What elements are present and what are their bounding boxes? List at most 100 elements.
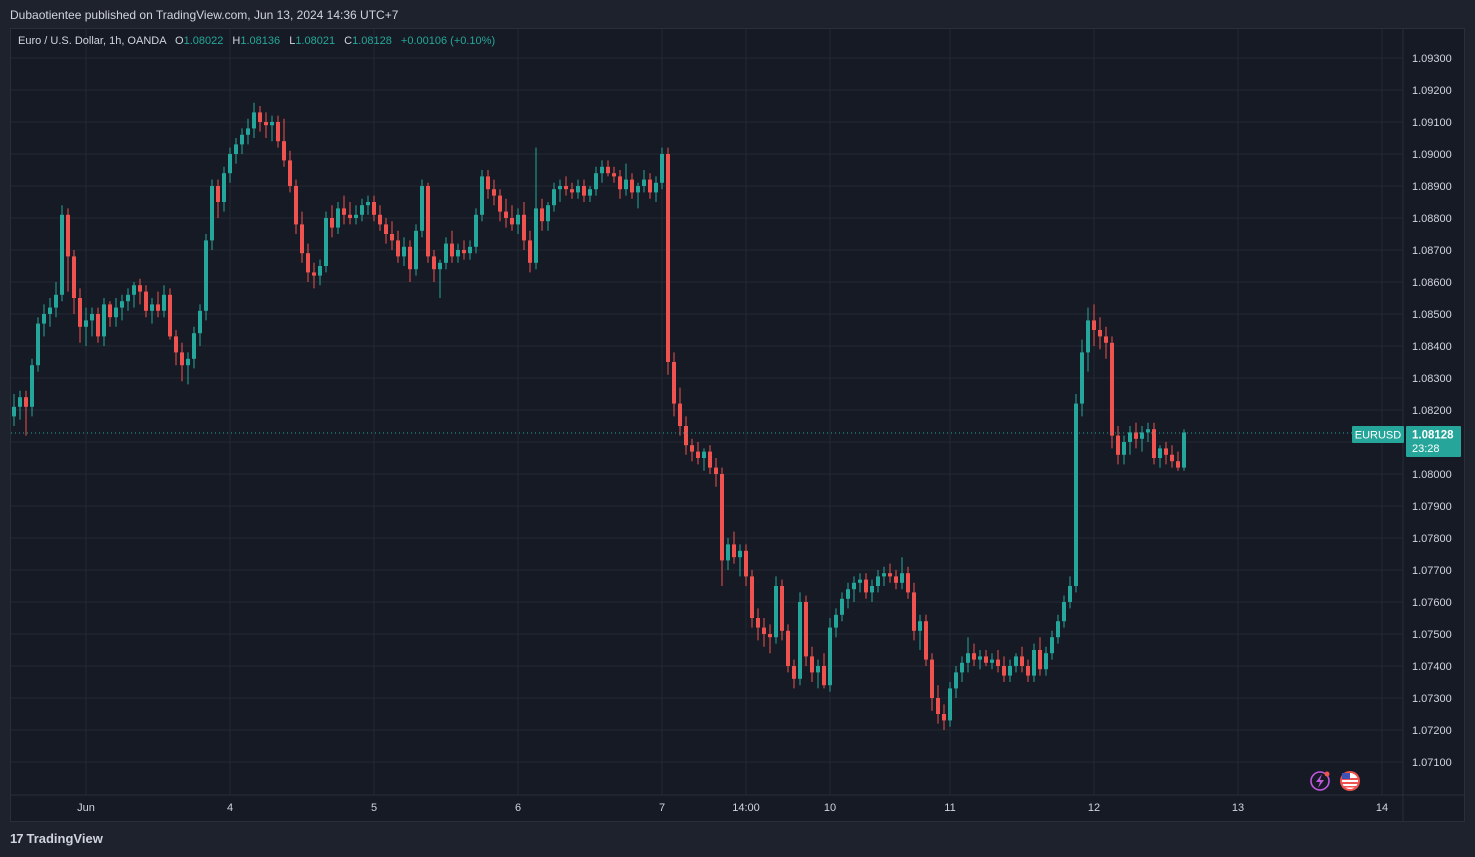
candle (294, 179, 298, 234)
candle (660, 147, 664, 190)
candle (870, 579, 874, 602)
candle-body (252, 112, 256, 129)
candle (432, 250, 436, 282)
candle (972, 643, 976, 666)
candle-body (240, 134, 244, 145)
candle-body (354, 214, 358, 218)
candle (1002, 656, 1006, 682)
candle (984, 650, 988, 666)
candle-body (1080, 352, 1084, 404)
candle-body (78, 298, 82, 327)
chart-pane[interactable] (10, 28, 1465, 822)
candle-body (996, 659, 1000, 666)
candle (426, 182, 430, 263)
candle-body (1086, 320, 1090, 353)
candle-body (894, 576, 898, 583)
price-tick-label: 1.07500 (1412, 629, 1452, 641)
grid-lines (11, 29, 1464, 821)
candle-body (966, 653, 970, 663)
candle-body (918, 621, 922, 631)
candle (228, 147, 232, 183)
candle-body (954, 672, 958, 689)
candle-body (168, 294, 172, 337)
brand[interactable]: 17 TradingView (10, 831, 103, 846)
symbol-description[interactable]: Euro / U.S. Dollar, 1h, OANDA (18, 35, 166, 47)
candle-body (72, 256, 76, 298)
candle-body (912, 592, 916, 631)
candle-body (888, 573, 892, 577)
candle-body (438, 262, 442, 270)
time-tick-label: 6 (515, 802, 521, 814)
price-tick-label: 1.08200 (1412, 405, 1452, 417)
candle (504, 198, 508, 228)
time-axis[interactable]: Jun 4 5 6 7 14:00 10 11 12 13 14 (77, 802, 1388, 814)
time-tick-label: 7 (659, 802, 665, 814)
candle (804, 595, 808, 666)
candle (726, 538, 730, 570)
candle-body (666, 154, 670, 362)
candle (246, 118, 250, 145)
open-value: 1.08022 (183, 35, 224, 47)
candle (78, 288, 82, 343)
candle (312, 262, 316, 289)
candle (90, 307, 94, 337)
candle-body (1176, 461, 1180, 468)
candle (684, 416, 688, 455)
candle-body (594, 173, 598, 190)
candle-body (870, 586, 874, 593)
candle-body (1074, 403, 1078, 586)
candle (234, 138, 238, 164)
candle (666, 147, 670, 375)
candle (924, 614, 928, 666)
candle (1086, 307, 1090, 372)
candle-body (990, 659, 994, 663)
candle-body (1056, 621, 1060, 638)
price-axis[interactable]: 1.07100 1.07200 1.07300 1.07400 1.07500 1.076… (1412, 53, 1452, 769)
candle (1092, 304, 1096, 346)
price-tag: EURUSD 1.08128 23:28 (1352, 426, 1461, 457)
candle-body (36, 323, 40, 366)
candle (606, 160, 610, 177)
candle-body (150, 304, 154, 311)
candle-body (1182, 432, 1186, 468)
candle (210, 179, 214, 250)
candle (744, 544, 748, 586)
lightning-icon[interactable] (1310, 771, 1330, 791)
candle-body (186, 358, 190, 366)
candle-body (414, 230, 418, 270)
us-flag-icon[interactable] (1340, 771, 1360, 791)
price-tick-label: 1.07300 (1412, 693, 1452, 705)
candle (954, 666, 958, 698)
candle-body (360, 205, 364, 215)
candle (894, 570, 898, 590)
footer-bar (0, 822, 1475, 857)
candle (1056, 614, 1060, 644)
price-tag-countdown: 23:28 (1412, 443, 1440, 455)
candle-body (882, 573, 886, 577)
candle-body (174, 336, 178, 353)
candle-body (948, 688, 952, 721)
candle (648, 173, 652, 199)
high-value: 1.08136 (240, 35, 281, 47)
ohlc-legend: Euro / U.S. Dollar, 1h, OANDA O1.08022 H… (18, 35, 495, 47)
candle-body (342, 208, 346, 215)
candle-body (696, 451, 700, 458)
candle (1110, 336, 1114, 449)
candle (414, 224, 418, 276)
candle-body (306, 253, 310, 273)
candle-body (384, 224, 388, 234)
candle (30, 358, 34, 417)
candle-body (324, 218, 328, 266)
candle (762, 618, 766, 647)
candle (66, 208, 70, 292)
price-tick-label: 1.07200 (1412, 725, 1452, 737)
candle-body (612, 173, 616, 177)
tradingview-logo-icon: 17 (10, 831, 24, 846)
candle (36, 317, 40, 372)
candle-body (552, 189, 556, 206)
candle (150, 298, 154, 324)
candle (114, 298, 118, 327)
candle (750, 570, 754, 628)
candle-body (678, 403, 682, 426)
